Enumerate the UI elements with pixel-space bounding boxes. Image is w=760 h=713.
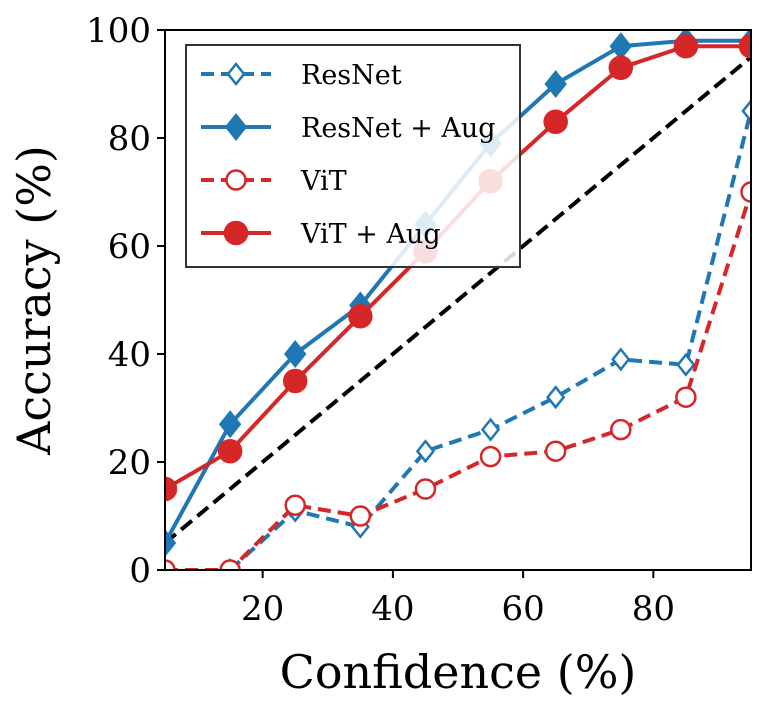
data-point-resnet xyxy=(676,352,696,377)
data-point-vit-aug xyxy=(608,55,634,81)
legend-label-vit-aug: ViT + Aug xyxy=(300,219,441,250)
x-axis-title: Confidence (%) xyxy=(280,645,637,699)
data-point-resnet xyxy=(480,417,501,442)
x-tick-label: 40 xyxy=(371,589,414,629)
x-tick-label: 80 xyxy=(632,589,675,629)
y-tick-label: 100 xyxy=(86,11,151,51)
data-point-vit xyxy=(349,505,372,527)
data-point-vit xyxy=(610,418,632,441)
y-tick-label: 40 xyxy=(108,335,151,375)
data-point-vit xyxy=(284,494,306,516)
legend-label-vit: ViT xyxy=(300,166,347,197)
y-tick-label: 0 xyxy=(129,551,151,591)
x-tick-label: 20 xyxy=(241,589,284,629)
data-point-vit-aug xyxy=(543,109,568,135)
series-line-vit xyxy=(165,191,751,570)
data-point-vit xyxy=(414,478,437,500)
legend-marker-vit xyxy=(225,169,247,191)
legend-marker-resnet-aug xyxy=(224,112,248,142)
data-point-vit xyxy=(740,181,751,203)
y-tick-label: 60 xyxy=(108,227,151,267)
legend-label-resnet: ResNet xyxy=(301,60,402,91)
y-tick-label: 20 xyxy=(108,443,151,483)
legend-marker-resnet xyxy=(226,61,246,87)
data-point-resnet xyxy=(546,385,566,410)
data-point-vit-aug xyxy=(217,438,243,464)
ticks-layer: 0 20 40 60 80 100 20 40 60 80 xyxy=(86,11,675,629)
legend: ResNet ResNet + Aug ViT ViT + Aug xyxy=(185,44,521,268)
data-point-vit-aug xyxy=(282,368,308,394)
data-point-resnet xyxy=(611,347,631,372)
legend-label-resnet-aug: ResNet + Aug xyxy=(301,113,496,144)
data-point-vit xyxy=(479,445,502,468)
data-point-vit-aug xyxy=(348,303,373,329)
data-point-vit xyxy=(219,559,241,570)
data-point-resnet-aug xyxy=(609,32,632,61)
data-point-vit xyxy=(165,559,176,570)
data-point-vit-aug xyxy=(673,33,699,59)
data-point-vit xyxy=(544,440,567,462)
data-point-vit xyxy=(675,386,697,408)
data-point-resnet xyxy=(741,98,751,124)
data-point-vit-aug xyxy=(738,33,751,59)
x-tick-label: 60 xyxy=(501,589,544,629)
data-point-resnet xyxy=(415,439,436,464)
data-point-resnet-aug xyxy=(284,339,307,369)
data-point-vit-aug xyxy=(165,476,178,502)
plot-frame xyxy=(164,29,752,571)
data-point-resnet-aug xyxy=(544,69,567,99)
y-axis-title: Accuracy (%) xyxy=(7,145,61,456)
y-tick-label: 80 xyxy=(108,119,151,159)
reference-diagonal-line xyxy=(165,55,751,545)
data-point-resnet-aug xyxy=(218,410,242,439)
data-point-resnet-aug xyxy=(165,528,177,558)
legend-marker-vit-aug xyxy=(223,220,249,246)
